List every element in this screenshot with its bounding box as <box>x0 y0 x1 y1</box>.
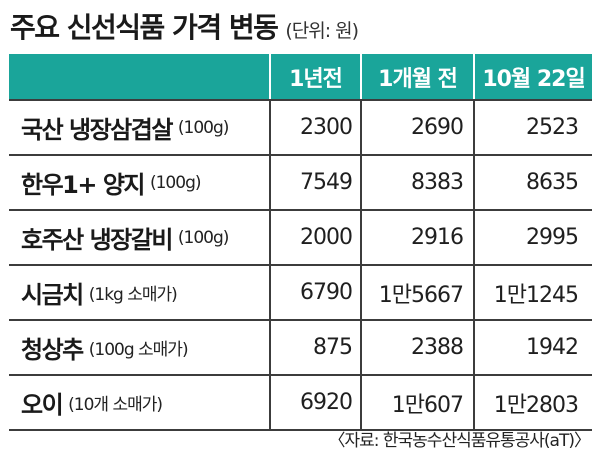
value-cell: 7549 <box>269 156 360 209</box>
column-header: 1개월 전 <box>360 54 473 99</box>
item-spec: (100g) <box>177 117 230 138</box>
item-spec: (10개 소매가) <box>68 395 163 415</box>
item-label-cell: 한우1+ 양지 (100g) <box>9 156 269 209</box>
value-cell: 2000 <box>269 211 360 264</box>
column-header: 10월 22일 <box>473 54 592 99</box>
unit-label: (단위: 원) <box>285 20 359 42</box>
value-cell: 2916 <box>360 211 473 264</box>
table-row: 오이 (10개 소매가) 6920 1만607 1만2803 <box>9 376 592 431</box>
value-cell: 8383 <box>360 156 473 209</box>
price-table: 1년전 1개월 전 10월 22일 국산 냉장삼겹살 (100g) 2300 2… <box>9 54 592 431</box>
value-cell: 2523 <box>473 101 592 154</box>
value-cell: 2995 <box>473 211 592 264</box>
item-label-cell: 호주산 냉장갈비 (100g) <box>9 211 269 264</box>
item-label-cell: 국산 냉장삼겹살 (100g) <box>9 101 269 154</box>
source-note: 〈자료: 한국농수산식품유통공사(aT)〉 <box>328 431 591 451</box>
value-cell: 1만5667 <box>360 266 473 319</box>
item-label-cell: 오이 (10개 소매가) <box>9 376 269 429</box>
value-cell: 6790 <box>269 266 360 319</box>
item-name: 청상추 <box>21 336 84 364</box>
title-row: 주요 신선식품 가격 변동 (단위: 원) <box>10 6 359 48</box>
item-name: 오이 <box>21 391 64 419</box>
item-name: 한우1+ 양지 <box>21 171 145 199</box>
column-header: 1년전 <box>269 54 360 99</box>
item-label-cell: 시금치 (1kg 소매가) <box>9 266 269 319</box>
item-name: 시금치 <box>21 281 84 309</box>
item-spec: (1kg 소매가) <box>88 285 178 305</box>
header-blank-cell <box>9 54 269 99</box>
value-cell: 1만2803 <box>473 376 592 429</box>
table-row: 한우1+ 양지 (100g) 7549 8383 8635 <box>9 156 592 211</box>
item-spec: (100g) <box>177 227 230 248</box>
item-name: 호주산 냉장갈비 <box>21 226 173 254</box>
value-cell: 1만607 <box>360 376 473 429</box>
value-cell: 2300 <box>269 101 360 154</box>
value-cell: 2388 <box>360 321 473 374</box>
table-header-row: 1년전 1개월 전 10월 22일 <box>9 54 592 101</box>
item-name: 국산 냉장삼겹살 <box>21 116 173 144</box>
value-cell: 1만1245 <box>473 266 592 319</box>
chart-title: 주요 신선식품 가격 변동 <box>10 11 279 44</box>
value-cell: 6920 <box>269 376 360 429</box>
item-label-cell: 청상추 (100g 소매가) <box>9 321 269 374</box>
table-row: 호주산 냉장갈비 (100g) 2000 2916 2995 <box>9 211 592 266</box>
value-cell: 1942 <box>473 321 592 374</box>
table-row: 청상추 (100g 소매가) 875 2388 1942 <box>9 321 592 376</box>
table-row: 시금치 (1kg 소매가) 6790 1만5667 1만1245 <box>9 266 592 321</box>
item-spec: (100g) <box>149 172 202 193</box>
table-row: 국산 냉장삼겹살 (100g) 2300 2690 2523 <box>9 101 592 156</box>
value-cell: 875 <box>269 321 360 374</box>
value-cell: 2690 <box>360 101 473 154</box>
value-cell: 8635 <box>473 156 592 209</box>
item-spec: (100g 소매가) <box>88 340 189 360</box>
